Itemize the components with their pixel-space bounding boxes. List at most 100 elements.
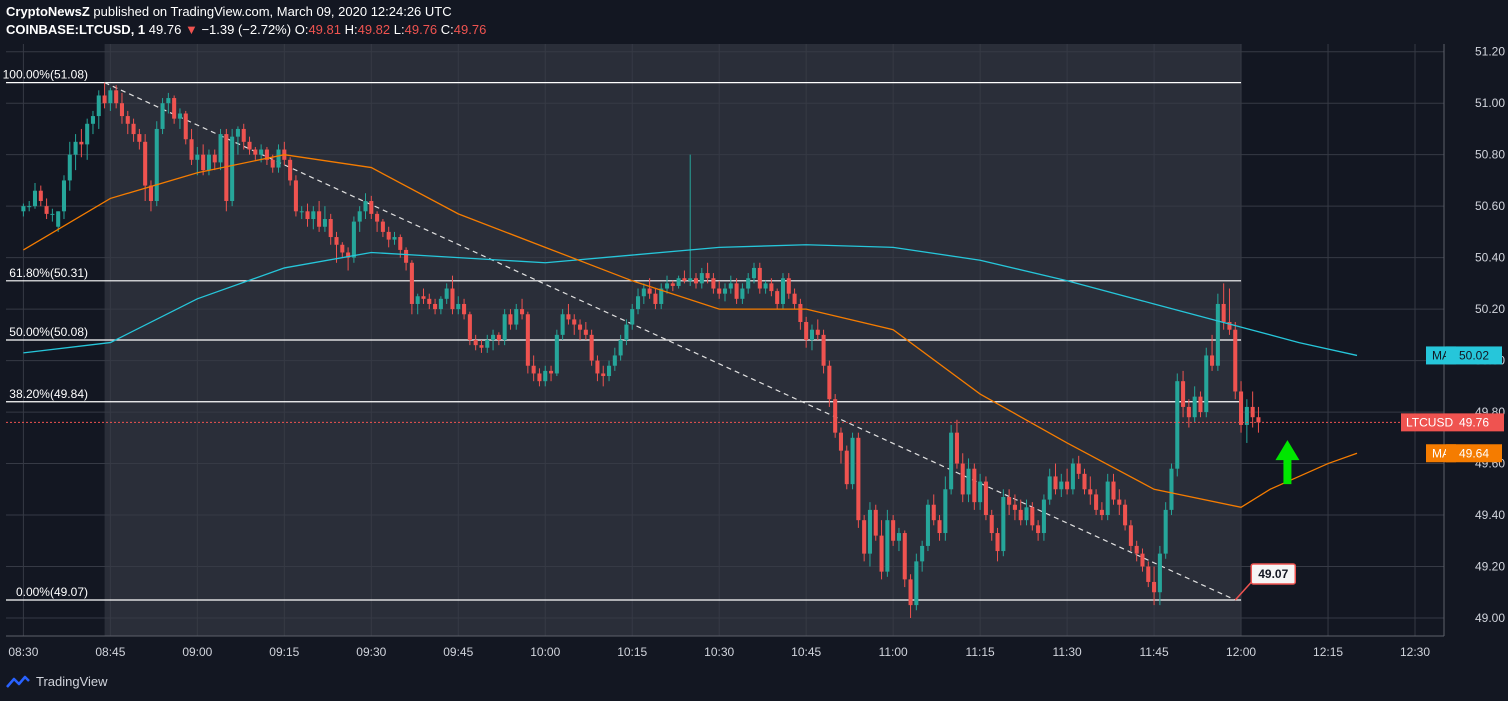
candle-body <box>143 141 148 186</box>
candle-body <box>264 149 269 160</box>
candle-body <box>1053 476 1058 490</box>
candle-body <box>491 334 496 340</box>
candle-body <box>212 154 217 163</box>
candle-body <box>44 206 49 214</box>
candle-body <box>61 180 67 212</box>
candle-body <box>1244 406 1249 425</box>
candle-body <box>1239 391 1244 425</box>
candle-body <box>856 437 861 521</box>
candle-body <box>334 237 339 245</box>
candle-body <box>653 293 658 304</box>
candle-body <box>427 298 432 304</box>
candle-body <box>1012 504 1017 510</box>
candle-body <box>705 273 710 279</box>
candle-body <box>578 324 583 330</box>
candle-body <box>920 545 925 562</box>
candle-body <box>195 154 200 160</box>
candle-body <box>728 283 733 289</box>
candle-body <box>172 98 177 119</box>
candle-body <box>148 185 153 202</box>
candle-body <box>433 303 438 310</box>
candle-body <box>798 303 803 322</box>
price-axis-label: 50.80 <box>1475 148 1505 162</box>
candle-body <box>206 154 211 171</box>
candle-body <box>485 340 490 348</box>
time-axis-label: 09:00 <box>182 645 212 659</box>
candle-body <box>137 134 142 142</box>
candle-body <box>363 201 368 212</box>
candle-body <box>247 141 252 150</box>
candle-body <box>757 267 762 289</box>
candle-body <box>867 509 872 554</box>
price-axis-label: 50.60 <box>1475 199 1505 213</box>
close-value: 49.76 <box>453 22 487 37</box>
candle-body <box>473 340 478 346</box>
candle-body <box>421 296 426 299</box>
candle-body <box>763 283 768 289</box>
candle-body <box>1088 489 1093 495</box>
candle-body <box>844 450 849 485</box>
candle-body <box>949 432 954 490</box>
candle-body <box>351 221 356 258</box>
time-axis-label: 10:00 <box>530 645 560 659</box>
publisher-name[interactable]: CryptoNewsZ <box>6 4 90 19</box>
candle-body <box>73 141 78 155</box>
candle-body <box>1076 463 1081 474</box>
candle-body <box>1221 303 1226 322</box>
candle-body <box>299 211 304 213</box>
footer-brand[interactable]: TradingView <box>36 674 108 689</box>
candle-body <box>357 211 362 222</box>
fib-level-label: 0.00%(49.07) <box>16 585 88 599</box>
candle-body <box>549 370 554 374</box>
candle-body <box>1059 481 1064 490</box>
time-axis-label: 11:30 <box>1053 645 1082 659</box>
candle-body <box>1070 463 1075 490</box>
candle-body <box>1047 476 1052 500</box>
ma-long-tag-value: 50.02 <box>1459 348 1489 362</box>
candle-body <box>1186 406 1191 418</box>
open-label: O: <box>294 22 309 37</box>
candle-body <box>1181 381 1186 407</box>
candle-body <box>1256 417 1261 423</box>
down-arrow-icon: ▼ <box>184 22 198 37</box>
candle-body <box>346 252 351 258</box>
high-value: 49.82 <box>357 22 391 37</box>
candle-body <box>259 149 264 155</box>
candle-body <box>1233 329 1238 392</box>
candle-body <box>392 237 397 240</box>
candle-body <box>1250 406 1255 418</box>
candle-body <box>659 288 664 304</box>
candle-body <box>322 219 327 227</box>
candle-body <box>595 360 600 374</box>
candle-body <box>978 481 983 503</box>
candle-body <box>1123 504 1128 526</box>
candle-body <box>786 278 791 294</box>
candle-body <box>183 113 188 140</box>
candle-body <box>1117 499 1122 505</box>
candle-body <box>241 128 246 142</box>
candle-body <box>827 365 832 400</box>
low-label: L: <box>393 22 405 37</box>
candle-body <box>931 504 936 521</box>
candle-body <box>114 90 119 104</box>
candle-body <box>1099 509 1104 516</box>
candle-body <box>380 221 385 232</box>
candle-body <box>1128 525 1133 546</box>
candle-body <box>693 278 699 284</box>
time-axis-label: 12:00 <box>1226 645 1256 659</box>
candle-body <box>554 334 559 374</box>
last-price-tag-box <box>1401 413 1504 432</box>
candle-body <box>369 201 374 214</box>
candle-body <box>954 432 959 464</box>
candle-body <box>833 399 838 433</box>
time-axis-label: 09:45 <box>443 645 473 659</box>
candle-body <box>914 561 919 606</box>
symbol-name[interactable]: COINBASE:LTCUSD, 1 <box>6 22 146 37</box>
candle-body <box>531 365 536 374</box>
tradingview-logo-icon[interactable] <box>6 675 30 689</box>
price-axis-label: 51.00 <box>1475 96 1505 110</box>
candle-body <box>467 314 472 340</box>
candle-body <box>717 288 722 294</box>
footer: TradingView <box>6 674 108 689</box>
